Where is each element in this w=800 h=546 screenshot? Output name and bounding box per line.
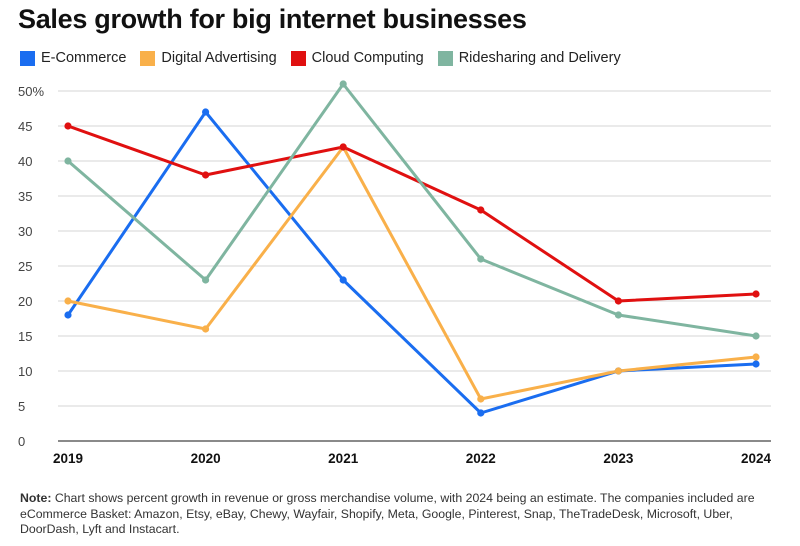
series-line-cloud-computing	[66, 124, 758, 303]
y-tick-label: 50%	[18, 84, 44, 99]
data-point-cloud-computing	[614, 297, 623, 305]
data-point-e-commerce	[752, 360, 760, 368]
y-tick-label: 5	[18, 399, 25, 414]
x-tick-label: 2024	[741, 451, 772, 466]
data-point-ridesharing-and-delivery	[477, 255, 485, 263]
chart-title: Sales growth for big internet businesses	[18, 4, 527, 34]
y-tick-label: 0	[18, 434, 25, 449]
x-tick-label: 2021	[328, 451, 359, 466]
data-point-cloud-computing	[477, 206, 485, 214]
data-point-digital-advertising	[477, 395, 485, 403]
y-tick-label: 30	[18, 224, 32, 239]
legend-swatch-cloud-computing	[290, 50, 306, 66]
legend-item-digital-advertising: Digital Advertising	[140, 50, 277, 66]
data-point-ridesharing-and-delivery	[64, 157, 72, 165]
legend-label-digital-advertising: Digital Advertising	[161, 50, 277, 66]
data-point-e-commerce	[339, 276, 347, 284]
legend-label-ridesharing-and-delivery: Ridesharing and Delivery	[458, 50, 621, 66]
legend-swatch-digital-advertising	[140, 50, 156, 66]
data-point-digital-advertising	[752, 353, 760, 361]
series-line-digital-advertising	[66, 145, 758, 401]
series-line-ridesharing-and-delivery	[66, 82, 758, 338]
legend-item-cloud-computing: Cloud Computing	[290, 50, 424, 66]
chart-note: Note: Chart shows percent growth in reve…	[20, 491, 785, 538]
data-point-ridesharing-and-delivery	[339, 80, 347, 88]
y-tick-label: 40	[18, 154, 32, 169]
y-tick-label: 45	[18, 119, 32, 134]
legend-swatch-ridesharing-and-delivery	[437, 50, 453, 66]
data-point-e-commerce	[202, 108, 210, 116]
x-tick-label: 2019	[53, 451, 83, 466]
y-tick-label: 15	[18, 329, 32, 344]
x-tick-label: 2020	[191, 451, 221, 466]
x-tick-label: 2022	[466, 451, 496, 466]
legend-label-cloud-computing: Cloud Computing	[311, 50, 424, 66]
data-point-cloud-computing	[752, 290, 760, 298]
data-point-e-commerce	[477, 409, 485, 417]
data-point-cloud-computing	[202, 171, 210, 179]
x-tick-label: 2023	[603, 451, 634, 466]
legend: E-Commerce Digital Advertising Cloud Com…	[20, 50, 635, 66]
data-point-cloud-computing	[64, 122, 72, 130]
data-point-cloud-computing	[339, 143, 347, 151]
data-point-digital-advertising	[64, 297, 72, 305]
data-point-ridesharing-and-delivery	[202, 276, 210, 284]
data-point-ridesharing-and-delivery	[752, 332, 760, 340]
legend-swatch-e-commerce	[20, 50, 35, 66]
legend-item-ridesharing-and-delivery: Ridesharing and Delivery	[437, 50, 621, 66]
data-point-ridesharing-and-delivery	[614, 311, 623, 319]
y-tick-label: 25	[18, 259, 32, 274]
data-point-digital-advertising	[614, 367, 623, 375]
y-tick-label: 35	[18, 189, 32, 204]
legend-label-e-commerce: E-Commerce	[41, 50, 127, 66]
note-text: Chart shows percent growth in revenue or…	[20, 491, 755, 536]
note-label: Note:	[20, 491, 52, 505]
data-point-e-commerce	[64, 311, 72, 319]
data-point-digital-advertising	[202, 325, 210, 333]
legend-item-e-commerce: E-Commerce	[20, 50, 126, 66]
y-tick-label: 20	[18, 294, 32, 309]
y-tick-label: 10	[18, 364, 32, 379]
line-chart: 0 5 10 15 20 25 30 35 40 45 50% 2019 2020 2021 2022 202…	[18, 80, 772, 466]
